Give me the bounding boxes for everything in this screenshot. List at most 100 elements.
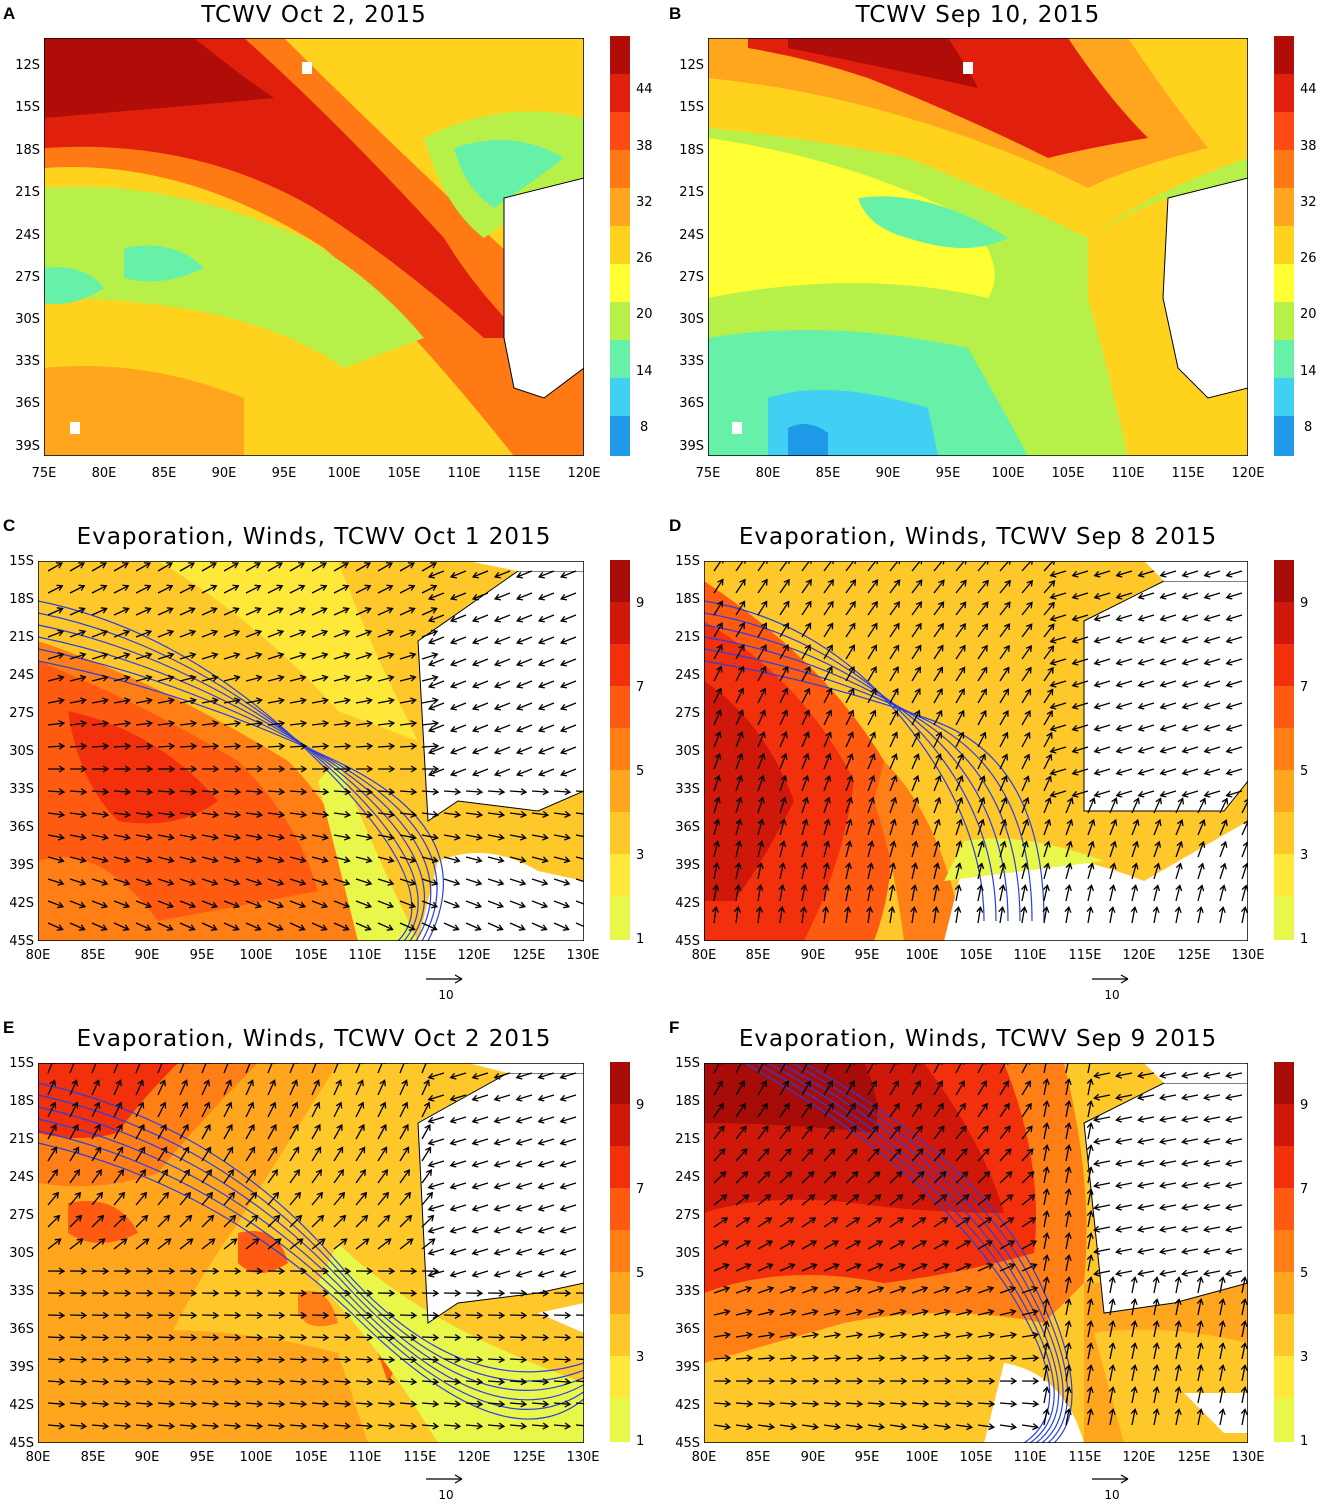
- wind-vector: [179, 1356, 198, 1364]
- wind-vector: [289, 697, 307, 705]
- wind-vector: [779, 1331, 798, 1339]
- wind-vector: [515, 746, 533, 755]
- wind-vector: [977, 862, 985, 880]
- wind-vector: [69, 1356, 88, 1364]
- wind-vector: [449, 1226, 467, 1234]
- wind-vector: [1115, 1159, 1133, 1167]
- wind-vector: [333, 1123, 343, 1140]
- wind-vector: [1086, 1144, 1094, 1162]
- wind-vector: [267, 1422, 286, 1430]
- wind-vector: [113, 697, 131, 705]
- wind-vector: [91, 810, 110, 818]
- wind-vector: [1108, 906, 1116, 924]
- wind-vector: [179, 652, 197, 660]
- wind-vector: [954, 884, 962, 902]
- wind-vector: [1042, 1188, 1050, 1206]
- panel-title: Evaporation, Winds, TCWV Sep 8 2015: [738, 524, 1218, 550]
- wind-vector: [355, 1123, 365, 1140]
- wind-vector: [377, 1378, 396, 1386]
- wind-vector: [223, 1079, 232, 1096]
- wind-vector: [377, 1214, 391, 1228]
- wind-vector: [867, 1102, 878, 1118]
- wind-vector: [823, 1400, 842, 1408]
- wind-vector: [757, 687, 767, 704]
- wind-vector: [69, 1311, 88, 1319]
- wind-vector: [955, 622, 967, 638]
- wind-vector: [47, 1311, 66, 1319]
- wind-vector: [443, 1289, 462, 1297]
- wind-vector: [999, 1331, 1018, 1339]
- wind-vector: [713, 1102, 724, 1118]
- colorbar-label: 26: [636, 251, 653, 266]
- wind-vector: [399, 833, 417, 841]
- wind-vector: [91, 1333, 110, 1342]
- wind-vector: [867, 796, 876, 814]
- wind-vector: [867, 1171, 881, 1184]
- wind-vector: [823, 561, 834, 572]
- wind-vector: [1152, 1386, 1160, 1404]
- wind-vector: [1086, 1100, 1094, 1118]
- wind-vector: [735, 1423, 754, 1431]
- wind-vector: [575, 1380, 584, 1383]
- wind-vector: [245, 562, 261, 572]
- wind-vector: [713, 1423, 732, 1431]
- wind-vector: [157, 810, 176, 818]
- wind-vector: [866, 905, 874, 924]
- wind-vector: [1071, 636, 1089, 644]
- wind-vector: [801, 731, 810, 748]
- wind-vector: [911, 1423, 930, 1431]
- wind-vector: [1071, 790, 1089, 798]
- wind-vector: [267, 1356, 286, 1364]
- wind-vector: [1137, 658, 1155, 666]
- wind-vector: [355, 1400, 374, 1408]
- wind-vector: [135, 1267, 154, 1275]
- wind-vector: [1181, 1203, 1199, 1211]
- wind-vector: [179, 1378, 198, 1386]
- wind-vector: [399, 1378, 418, 1386]
- wind-vector: [955, 840, 963, 858]
- wind-vector: [1240, 1364, 1248, 1382]
- wind-vector: [69, 1214, 83, 1228]
- y-tick: 24S: [9, 668, 34, 683]
- wind-vector: [223, 1214, 237, 1228]
- wind-vector: [1181, 1093, 1199, 1101]
- y-tick: 33S: [9, 1284, 34, 1299]
- wind-vector: [756, 862, 764, 880]
- wind-vector: [911, 1240, 928, 1250]
- wind-vector: [1064, 1320, 1072, 1338]
- wind-vector: [267, 1311, 286, 1319]
- wind-vector: [889, 1171, 903, 1184]
- wind-vector: [245, 629, 263, 638]
- wind-vector: [289, 1267, 308, 1275]
- x-tick: 100E: [239, 1450, 273, 1465]
- wind-vector: [778, 862, 786, 880]
- wind-vector: [757, 1423, 776, 1431]
- wind-vector: [377, 652, 395, 660]
- wind-vector: [713, 709, 722, 726]
- wind-vector: [1086, 1276, 1094, 1294]
- wind-vector: [867, 687, 877, 704]
- wind-vector: [999, 623, 1011, 638]
- wind-vector: [333, 788, 352, 796]
- wind-vector: [136, 765, 154, 773]
- wind-vector: [1225, 768, 1243, 776]
- wind-vector: [355, 1422, 374, 1430]
- colorbar-label: 1: [1300, 1434, 1309, 1449]
- wind-vector: [1108, 1408, 1116, 1426]
- wind-vector: [779, 643, 789, 660]
- wind-vector: [487, 1356, 506, 1364]
- wind-vector: [465, 1356, 484, 1364]
- wind-vector: [757, 1263, 774, 1272]
- wind-vector: [421, 1214, 435, 1228]
- wind-vector: [311, 1214, 325, 1228]
- colorbar-label: 44: [636, 82, 653, 97]
- wind-vector: [69, 833, 87, 841]
- wind-vector: [735, 1063, 745, 1074]
- wind-vector: [509, 1311, 528, 1319]
- wind-vector: [1174, 1320, 1182, 1338]
- wind-vector: [553, 856, 571, 864]
- wind-vector: [735, 643, 745, 660]
- wind-vector: [267, 1079, 276, 1096]
- wind-vector: [823, 622, 834, 638]
- wind-vector: [955, 753, 964, 770]
